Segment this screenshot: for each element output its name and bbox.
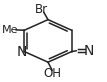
- Text: Me: Me: [2, 25, 18, 35]
- Text: Br: Br: [35, 3, 48, 16]
- Text: N: N: [83, 44, 94, 58]
- Text: OH: OH: [44, 67, 62, 80]
- Text: N: N: [17, 45, 27, 59]
